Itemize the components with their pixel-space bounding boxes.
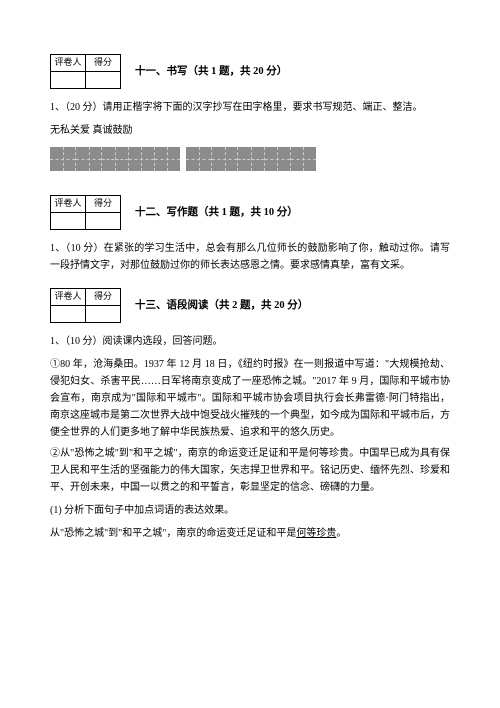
tianzi-block-1 xyxy=(50,147,180,171)
score-cell-empty xyxy=(51,306,86,323)
q13-sub1: (1) 分析下面句子中加点词语的表达效果。 xyxy=(50,502,450,519)
section-13-header: 评卷人 得分 十三、语段阅读（共 2 题，共 20 分） xyxy=(50,288,450,323)
score-cell-empty xyxy=(86,72,121,89)
q13-para1: ①80 年，沧海桑田。1937 年 12 月 18 日，《纽约时报》在一则报道中… xyxy=(50,356,450,441)
tianzi-cell xyxy=(238,147,264,171)
q13-line: 从"恐怖之城"到"和平之城"，南京的命运变迁足证和平是何等珍贵。 xyxy=(50,525,450,542)
section-12-header: 评卷人 得分 十二、写作题（共 1 题，共 10 分） xyxy=(50,195,450,230)
score-header-reviewer: 评卷人 xyxy=(51,55,86,72)
score-cell-empty xyxy=(51,213,86,230)
q13-1-text: 1、（10 分）阅读课内选段，回答问题。 xyxy=(50,333,450,350)
score-header-reviewer: 评卷人 xyxy=(51,196,86,213)
tianzi-cell xyxy=(212,147,238,171)
q12-1-text: 1、（10 分）在紧张的学习生活中，总会有那么几位师长的鼓励影响了你，触动过你。… xyxy=(50,240,450,274)
score-header-score: 得分 xyxy=(86,289,121,306)
tianzi-grid xyxy=(50,147,450,171)
score-cell-empty xyxy=(86,306,121,323)
exam-page: 评卷人 得分 十一、书写（共 1 题，共 20 分） 1、（20 分）请用正楷字… xyxy=(0,0,500,708)
q13-line-pre: 从"恐怖之城"到"和平之城"，南京的命运变迁足证和平是 xyxy=(50,528,296,539)
score-table-11: 评卷人 得分 xyxy=(50,54,121,89)
tianzi-cell xyxy=(102,147,128,171)
score-cell-empty xyxy=(51,72,86,89)
score-header-score: 得分 xyxy=(86,55,121,72)
tianzi-cell xyxy=(265,147,291,171)
tianzi-cell xyxy=(291,147,316,171)
score-table-13: 评卷人 得分 xyxy=(50,288,121,323)
tianzi-cell xyxy=(129,147,155,171)
tianzi-cell xyxy=(50,147,76,171)
section-12-title: 十二、写作题（共 1 题，共 10 分） xyxy=(135,204,298,222)
q13-line-end: 。 xyxy=(336,528,346,539)
q13-para2: ②从"恐怖之城"到"和平之城"，南京的命运变迁足证和平是何等珍贵。中国早已成为具… xyxy=(50,445,450,496)
section-11-title: 十一、书写（共 1 题，共 20 分） xyxy=(135,63,287,81)
score-cell-empty xyxy=(86,213,121,230)
q11-1-text: 1、（20 分）请用正楷字将下面的汉字抄写在田字格里，要求书写规范、端正、整洁。 xyxy=(50,99,450,116)
q11-1-chars: 无私关爱 真诚鼓励 xyxy=(50,122,450,139)
section-13-title: 十三、语段阅读（共 2 题，共 20 分） xyxy=(135,297,308,315)
q13-line-underline: 何等珍贵 xyxy=(296,528,336,539)
section-11-header: 评卷人 得分 十一、书写（共 1 题，共 20 分） xyxy=(50,54,450,89)
tianzi-cell xyxy=(186,147,212,171)
tianzi-block-2 xyxy=(186,147,316,171)
score-header-score: 得分 xyxy=(86,196,121,213)
tianzi-cell xyxy=(155,147,180,171)
score-header-reviewer: 评卷人 xyxy=(51,289,86,306)
score-table-12: 评卷人 得分 xyxy=(50,195,121,230)
tianzi-cell xyxy=(76,147,102,171)
